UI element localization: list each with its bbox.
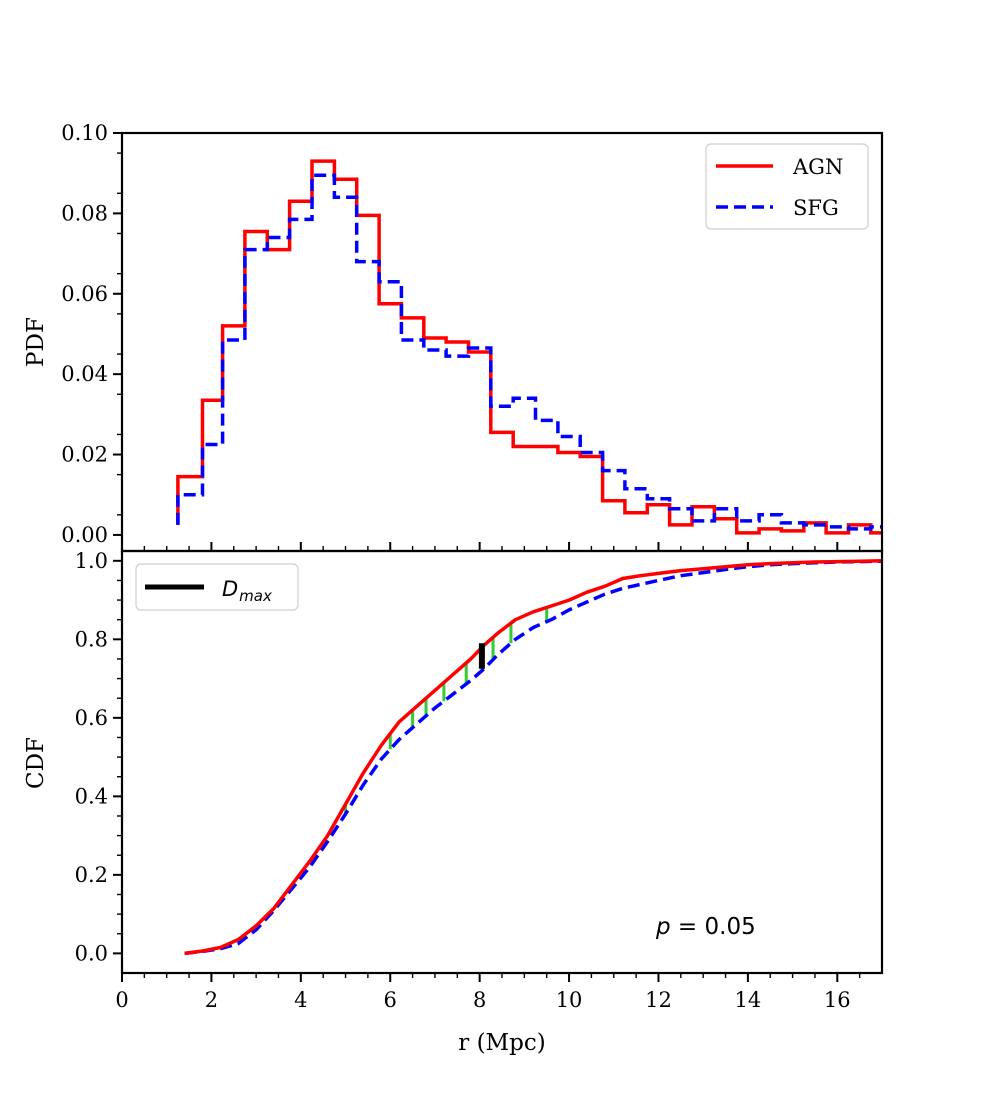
cdf-y-tick-label: 0.8 <box>75 627 108 651</box>
cdf-y-axis-title: CDF <box>23 737 49 789</box>
cdf-x-tick-label: 0 <box>115 988 128 1012</box>
pdf-series-group <box>176 159 882 535</box>
cdf-plot-frame <box>120 549 884 975</box>
legend-sfg-label: SFG <box>793 196 839 220</box>
pdf-y-tick-label: 0.10 <box>61 121 108 145</box>
cdf-y-tick-label: 0.6 <box>75 706 108 730</box>
cdf-legend: Dmax <box>135 563 299 611</box>
pdf-legend-box <box>705 143 869 230</box>
cdf-panel: 0.0 0.2 0.4 0.6 0.8 1.0 0 2 4 6 8 10 12 14 16 CDF r (… <box>23 549 884 1056</box>
cdf-x-tick-label: 4 <box>294 988 307 1012</box>
legend-dmax-subscript: max <box>239 587 272 605</box>
pdf-legend: AGN SFG <box>705 143 869 230</box>
cdf-x-tick-label: 8 <box>473 988 486 1012</box>
pdf-x-ticks <box>121 542 861 551</box>
cdf-y-tick-label: 0.4 <box>75 784 108 808</box>
p-value-annotation: p = 0.05 <box>655 914 756 940</box>
pdf-y-axis: 0.00 0.02 0.04 0.06 0.08 0.10 <box>61 121 122 547</box>
cdf-x-tick-label: 16 <box>824 988 851 1012</box>
cdf-series-agn <box>184 559 883 956</box>
cdf-x-axis-title: r (Mpc) <box>458 1030 545 1056</box>
pdf-panel: 0.00 0.02 0.04 0.06 0.08 0.10 PDF AGN SFG <box>23 121 884 553</box>
cdf-x-tick-label: 6 <box>384 988 397 1012</box>
cdf-x-tick-label: 10 <box>556 988 583 1012</box>
pdf-y-tick-label: 0.04 <box>61 362 108 386</box>
cdf-y-axis: 0.0 0.2 0.4 0.6 0.8 1.0 <box>75 549 122 965</box>
pdf-y-axis-title: PDF <box>23 317 49 367</box>
cdf-x-axis: 0 2 4 6 8 10 12 14 16 <box>115 973 861 1012</box>
legend-agn-label: AGN <box>792 155 843 179</box>
cdf-series-sfg <box>184 559 883 956</box>
cdf-y-tick-label: 0.0 <box>75 941 108 965</box>
cdf-y-tick-label: 0.2 <box>75 863 108 887</box>
pdf-series-agn <box>176 159 882 535</box>
pdf-series-sfg <box>176 173 882 531</box>
cdf-x-tick-label: 2 <box>205 988 218 1012</box>
pdf-y-tick-label: 0.08 <box>61 201 108 225</box>
cdf-x-tick-label: 14 <box>735 988 762 1012</box>
cdf-x-tick-label: 12 <box>645 988 672 1012</box>
cdf-y-tick-label: 1.0 <box>75 549 108 573</box>
pdf-y-tick-label: 0.06 <box>61 282 108 306</box>
pdf-y-tick-label: 0.00 <box>61 523 108 547</box>
cdf-difference-markers <box>344 607 549 815</box>
cdf-series-group <box>184 559 883 956</box>
pdf-y-tick-label: 0.02 <box>61 443 108 467</box>
cdf-legend-box <box>135 563 299 611</box>
